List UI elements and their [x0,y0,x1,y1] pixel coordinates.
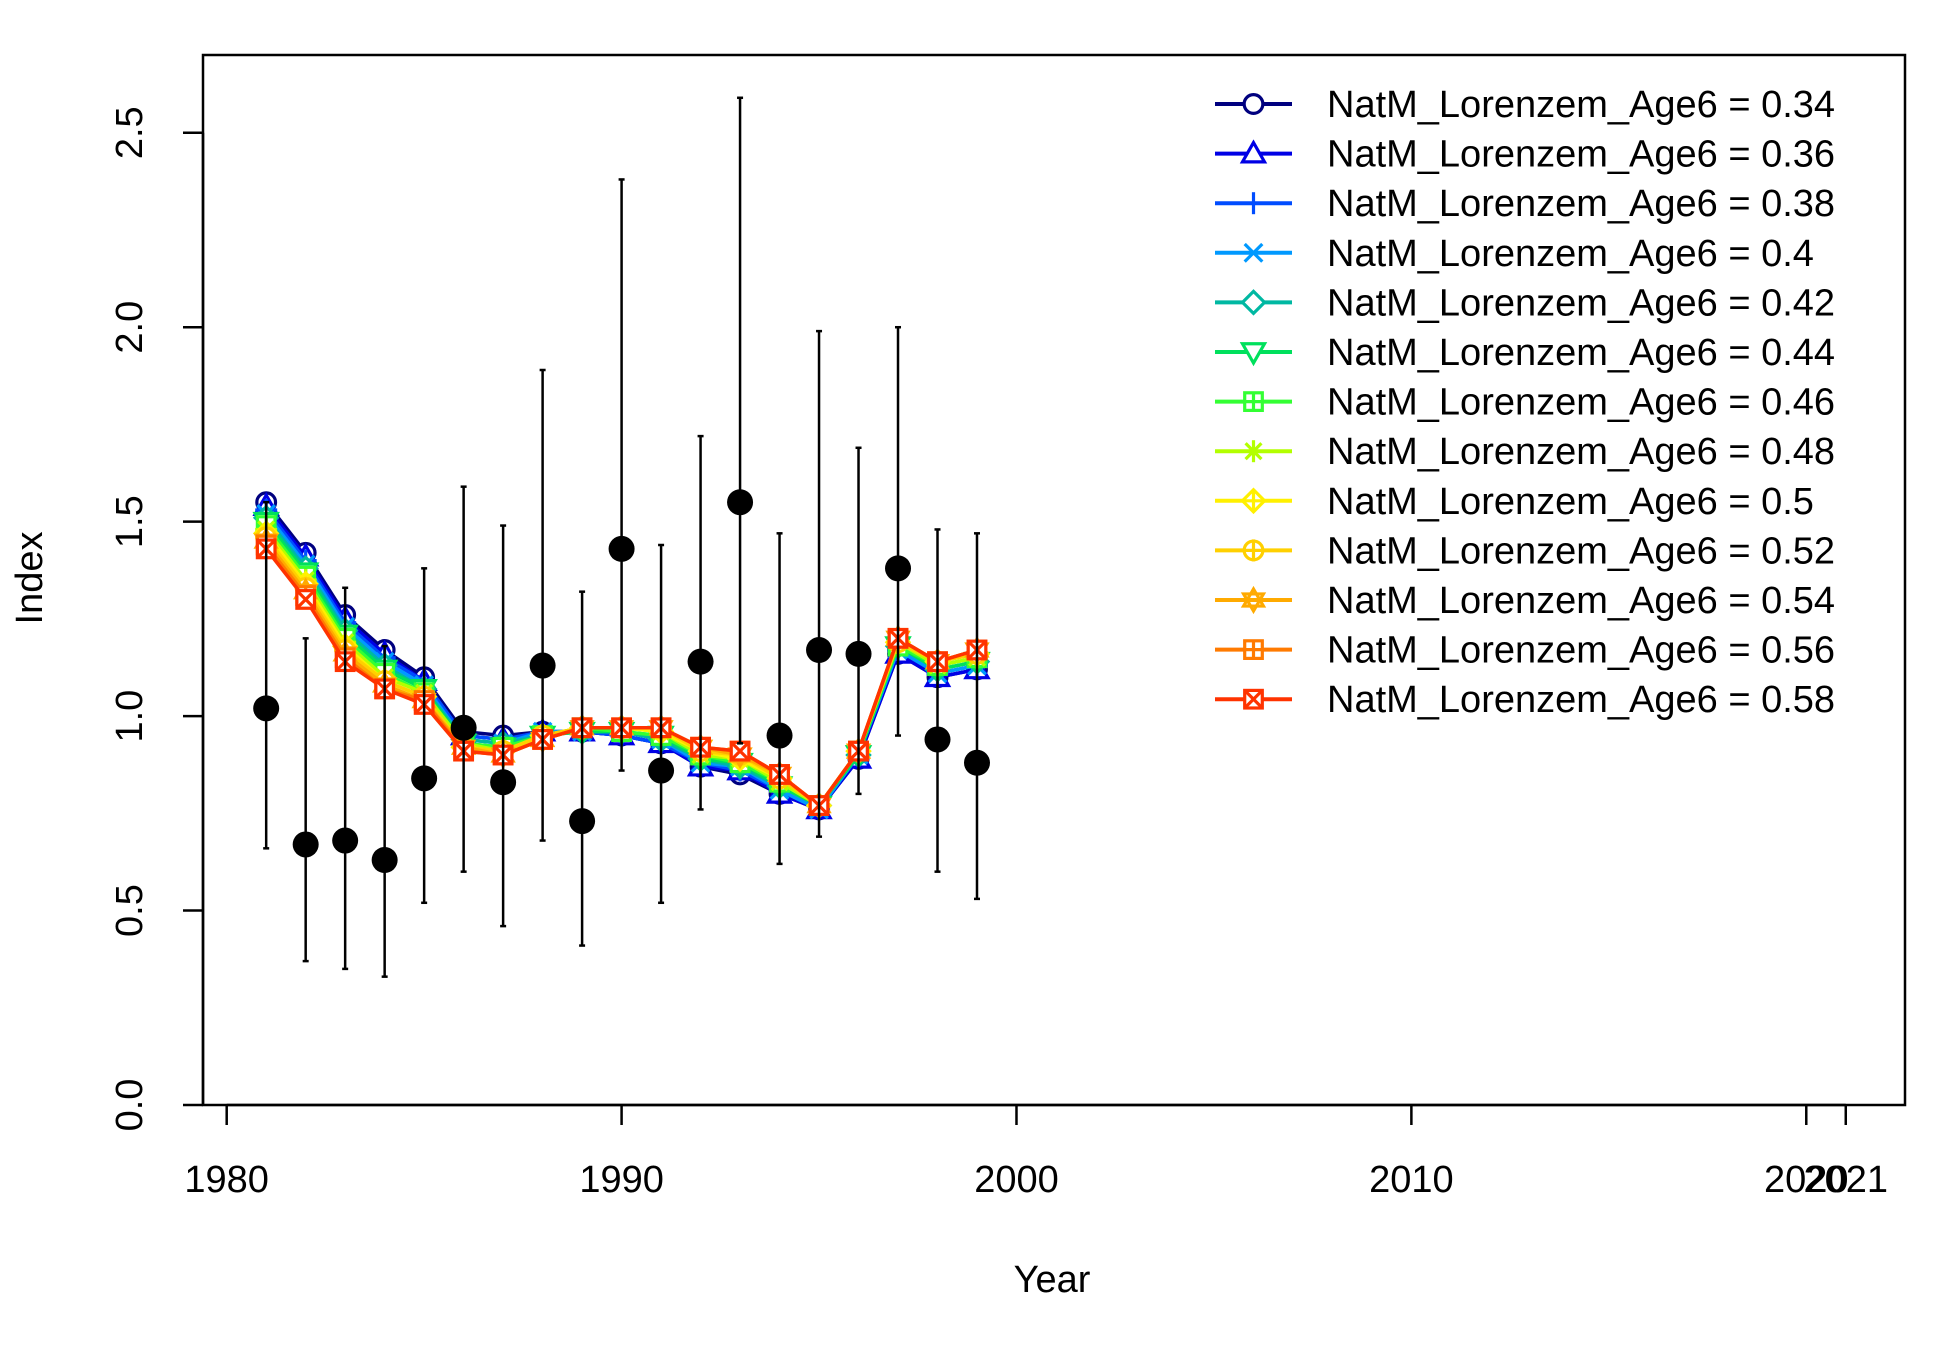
x-tick-label: 1990 [579,1159,664,1201]
legend-item: NatM_Lorenzem_Age6 = 0.42 [1215,282,1835,324]
legend-item: NatM_Lorenzem_Age6 = 0.38 [1215,183,1835,225]
y-tick-label: 0.5 [109,884,151,937]
legend-item: NatM_Lorenzem_Age6 = 0.54 [1215,580,1835,622]
y-axis-label: Index [9,532,51,625]
observed-point [845,640,872,667]
y-tick-label: 1.0 [109,690,151,743]
legend-label: NatM_Lorenzem_Age6 = 0.46 [1327,382,1835,424]
legend-swatch-marker [1239,342,1268,367]
observed-point [332,827,359,854]
legend-item: NatM_Lorenzem_Age6 = 0.44 [1215,332,1835,374]
legend-swatch-marker [1242,192,1265,215]
legend-swatch-marker [1242,440,1265,463]
legend-swatch-marker [1243,391,1264,412]
legend-label: NatM_Lorenzem_Age6 = 0.54 [1327,580,1835,622]
observed-point [885,555,912,582]
y-tick-label: 1.5 [109,495,151,548]
x-tick-label: 2000 [974,1159,1059,1201]
x-tick-label: 1980 [184,1159,269,1201]
y-tick-label: 2.0 [109,301,151,354]
legend-item: NatM_Lorenzem_Age6 = 0.4 [1215,233,1814,275]
legend-swatch-marker [1243,639,1264,660]
observed-point [924,726,951,753]
legend-swatch-marker [1242,93,1265,115]
legend-label: NatM_Lorenzem_Age6 = 0.38 [1327,183,1835,225]
legend-label: NatM_Lorenzem_Age6 = 0.4 [1327,233,1814,275]
series-point [295,589,317,610]
observed-point [529,652,556,679]
legend-label: NatM_Lorenzem_Age6 = 0.58 [1327,679,1835,721]
legend-label: NatM_Lorenzem_Age6 = 0.42 [1327,282,1835,324]
observed-point [450,714,477,741]
observed-point [766,722,793,749]
observed-point [727,489,754,516]
y-tick-label: 0.0 [109,1079,151,1132]
observed-point [648,757,675,784]
legend-item: NatM_Lorenzem_Age6 = 0.46 [1215,382,1835,424]
observed-point [608,535,635,562]
observed-point [292,831,319,858]
legend-label: NatM_Lorenzem_Age6 = 0.36 [1327,134,1835,176]
legend-label: NatM_Lorenzem_Age6 = 0.5 [1327,481,1814,523]
observed-group [253,96,990,978]
legend-swatch-marker [1240,289,1267,316]
legend-item: NatM_Lorenzem_Age6 = 0.52 [1215,530,1835,572]
observed-point [806,637,833,663]
y-tick-label: 2.5 [109,106,151,159]
legend-swatch-marker [1243,242,1264,263]
series-point [729,740,751,762]
x-tick-label: 2020 [1764,1159,1849,1201]
legend-label: NatM_Lorenzem_Age6 = 0.56 [1327,630,1835,672]
plot-area [252,96,991,978]
observed-point [411,765,438,792]
legend-swatch-marker [1240,585,1267,615]
legend-label: NatM_Lorenzem_Age6 = 0.44 [1327,332,1835,374]
x-tick-label: 2021 [1803,1159,1888,1201]
legend-label: NatM_Lorenzem_Age6 = 0.52 [1327,530,1835,572]
legend: NatM_Lorenzem_Age6 = 0.34 NatM_Lorenzem_A… [1215,84,1835,721]
x-axis-label: Year [1014,1259,1091,1301]
observed-point [253,695,280,722]
observed-point [490,769,517,796]
legend-label: NatM_Lorenzem_Age6 = 0.34 [1327,84,1835,126]
legend-item: NatM_Lorenzem_Age6 = 0.34 [1215,84,1835,126]
observed-point [371,847,398,873]
legend-item: NatM_Lorenzem_Age6 = 0.58 [1215,679,1835,721]
legend-item: NatM_Lorenzem_Age6 = 0.36 [1215,134,1835,176]
observed-point [569,808,596,835]
legend-item: NatM_Lorenzem_Age6 = 0.56 [1215,630,1835,672]
observed-point [963,749,990,776]
legend-swatch-marker [1239,139,1268,164]
legend-swatch-marker [1243,688,1264,710]
x-tick-label: 2010 [1369,1159,1454,1201]
observed-point [687,648,714,675]
legend-item: NatM_Lorenzem_Age6 = 0.48 [1215,431,1835,473]
legend-item: NatM_Lorenzem_Age6 = 0.5 [1215,481,1814,523]
legend-label: NatM_Lorenzem_Age6 = 0.48 [1327,431,1835,473]
legend-swatch-marker [1240,487,1267,515]
legend-swatch-marker [1242,539,1265,562]
